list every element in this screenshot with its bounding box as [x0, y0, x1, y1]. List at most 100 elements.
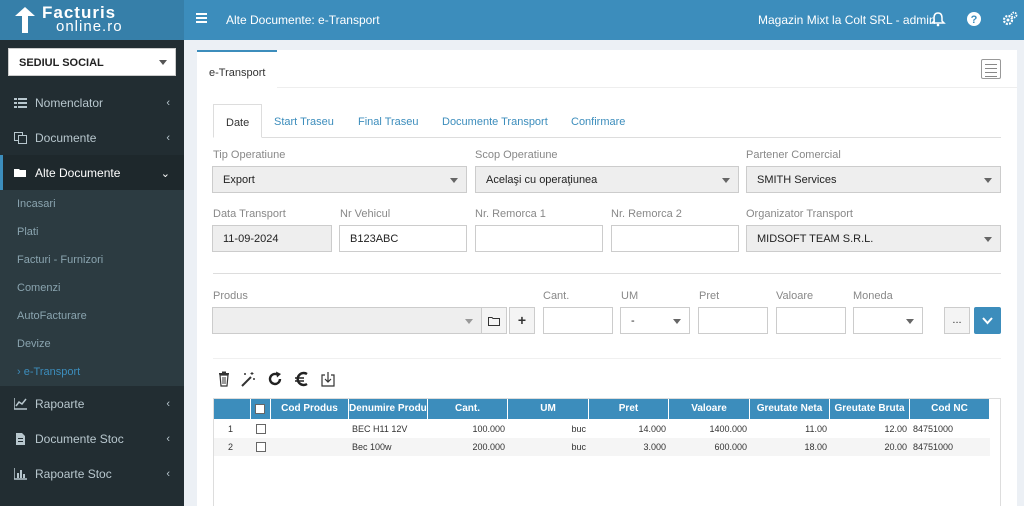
cell-cod-produs [274, 438, 348, 456]
um-label: UM [621, 290, 639, 302]
tip-operatiune-value: Export [223, 174, 255, 186]
row-checkbox[interactable] [256, 424, 266, 434]
divider [277, 87, 1017, 88]
logo-text: Facturis online.ro [42, 4, 123, 34]
list-view-icon[interactable] [981, 59, 1001, 79]
table-row[interactable]: 1 BEC H11 12V 100.000 buc 14.000 1400.00… [214, 420, 990, 438]
branch-select-value: SEDIUL SOCIAL [19, 57, 104, 69]
sidebar-item-rapoarte-stoc[interactable]: Rapoarte Stoc ‹ [0, 456, 184, 491]
browse-product-button[interactable] [481, 307, 507, 334]
produs-select[interactable] [212, 307, 482, 334]
cell-greutate-neta: 11.00 [805, 424, 827, 434]
bell-icon[interactable] [930, 11, 946, 27]
magic-wand-icon[interactable] [240, 371, 256, 387]
um-select[interactable]: - [620, 307, 690, 334]
tab-final-traseu[interactable]: Final Traseu [358, 116, 419, 128]
help-icon[interactable]: ? [966, 11, 982, 27]
table-header-cod-nc[interactable]: Cod NC [910, 399, 990, 419]
data-transport-label: Data Transport [213, 208, 286, 220]
folder-icon [488, 317, 500, 326]
euro-icon[interactable] [294, 371, 310, 387]
partener-select[interactable]: SMITH Services [746, 166, 1001, 193]
caret-down-icon [450, 178, 458, 183]
cell-greutate-bruta: 20.00 [884, 442, 907, 452]
table-header-pret[interactable]: Pret [589, 399, 669, 419]
table-header-um[interactable]: UM [508, 399, 589, 419]
cell-greutate-neta: 18.00 [804, 442, 827, 452]
table-row[interactable]: 2 Bec 100w 200.000 buc 3.000 600.000 18.… [214, 438, 990, 456]
copy-icon [14, 131, 27, 144]
moneda-label: Moneda [853, 290, 893, 302]
logo-icon [15, 7, 35, 33]
tip-operatiune-select[interactable]: Export [212, 166, 467, 193]
table-header-cant[interactable]: Cant. [428, 399, 508, 419]
um-value: - [631, 315, 635, 327]
pret-input[interactable] [698, 307, 768, 334]
select-all-checkbox[interactable] [255, 404, 265, 414]
tab-documente-transport[interactable]: Documente Transport [442, 116, 548, 128]
sidebar-submenu: Incasari Plati Facturi - Furnizori Comen… [0, 190, 184, 386]
submenu-item-e-transport[interactable]: › e-Transport [0, 358, 184, 386]
trash-icon[interactable] [216, 371, 232, 387]
user-account[interactable]: Magazin Mixt la Colt SRL - admin [758, 13, 936, 27]
row-checkbox[interactable] [256, 442, 266, 452]
table-header-cod-produs[interactable]: Cod Produs [271, 399, 349, 419]
partener-value: SMITH Services [757, 174, 837, 186]
table-header-greutate-neta[interactable]: Greutate Neta [750, 399, 830, 419]
sidebar-item-label: Rapoarte Stoc [35, 466, 112, 481]
sidebar: Facturis online.ro SEDIUL SOCIAL Nomencl… [0, 0, 184, 506]
gears-icon[interactable] [1002, 11, 1018, 27]
remorca1-input[interactable] [475, 225, 603, 252]
submenu-item-plati[interactable]: Plati [17, 226, 39, 238]
submenu-item-devize[interactable]: Devize [17, 338, 51, 350]
sidebar-item-documente-stoc[interactable]: Documente Stoc ‹ [0, 421, 184, 456]
more-options-button[interactable]: ... [944, 307, 970, 334]
expand-button[interactable] [974, 307, 1001, 334]
moneda-select[interactable] [853, 307, 923, 334]
submenu-item-facturi-furnizori[interactable]: Facturi - Furnizori [17, 254, 104, 266]
branch-select[interactable]: SEDIUL SOCIAL [8, 48, 176, 76]
sidebar-item-nomenclator[interactable]: Nomenclator ‹ [0, 85, 184, 120]
form-tabs: Date Start Traseu Final Traseu Documente… [213, 104, 1001, 138]
data-transport-input[interactable]: 11-09-2024 [212, 225, 332, 252]
sidebar-item-rapoarte[interactable]: Rapoarte ‹ [0, 386, 184, 421]
cell-cant: 100.000 [472, 424, 505, 434]
remorca2-input[interactable] [611, 225, 739, 252]
submenu-item-comenzi[interactable]: Comenzi [17, 282, 61, 294]
refresh-icon[interactable] [267, 371, 283, 387]
cell-valoare: 600.000 [714, 442, 747, 452]
table-header-denumire[interactable]: Denumire Produs [349, 399, 428, 419]
sidebar-item-documente[interactable]: Documente ‹ [0, 120, 184, 155]
list-icon [14, 97, 27, 108]
table-header-select-all[interactable] [251, 399, 271, 419]
sidebar-item-alte-documente[interactable]: Alte Documente ⌄ [0, 155, 184, 190]
chevron-left-icon: ‹ [166, 468, 170, 480]
table-header-greutate-bruta[interactable]: Greutate Bruta [830, 399, 910, 419]
table-header-valoare[interactable]: Valoare [669, 399, 750, 419]
chevron-left-icon: ‹ [166, 433, 170, 445]
chevron-left-icon: ‹ [166, 132, 170, 144]
submenu-item-autofacturare[interactable]: AutoFacturare [17, 310, 87, 322]
nr-vehicul-input[interactable]: B123ABC [339, 225, 467, 252]
organizator-select[interactable]: MIDSOFT TEAM S.R.L. [746, 225, 1001, 252]
cell-cod-produs [274, 420, 348, 438]
hamburger-menu-icon[interactable] [196, 13, 207, 23]
tab-confirmare[interactable]: Confirmare [571, 116, 626, 128]
cell-valoare: 1400.000 [709, 424, 747, 434]
submenu-item-incasari[interactable]: Incasari [17, 198, 56, 210]
tab-date[interactable]: Date [213, 104, 263, 138]
divider [213, 358, 1001, 359]
valoare-input[interactable] [776, 307, 846, 334]
cant-input[interactable] [543, 307, 613, 334]
add-product-button[interactable]: + [509, 307, 535, 334]
products-table: Cod Produs Denumire Produs Cant. UM Pret… [213, 398, 1001, 506]
import-icon[interactable] [320, 371, 336, 387]
tab-start-traseu[interactable]: Start Traseu [274, 116, 334, 128]
logo[interactable]: Facturis online.ro [0, 0, 184, 40]
caret-down-icon [159, 60, 167, 65]
valoare-label: Valoare [776, 290, 814, 302]
cell-greutate-bruta: 12.00 [884, 424, 907, 434]
tab-e-transport[interactable]: e-Transport [197, 50, 277, 88]
scop-operatiune-select[interactable]: Acelaşi cu operaţiunea [475, 166, 739, 193]
remorca2-label: Nr. Remorca 2 [611, 208, 682, 220]
